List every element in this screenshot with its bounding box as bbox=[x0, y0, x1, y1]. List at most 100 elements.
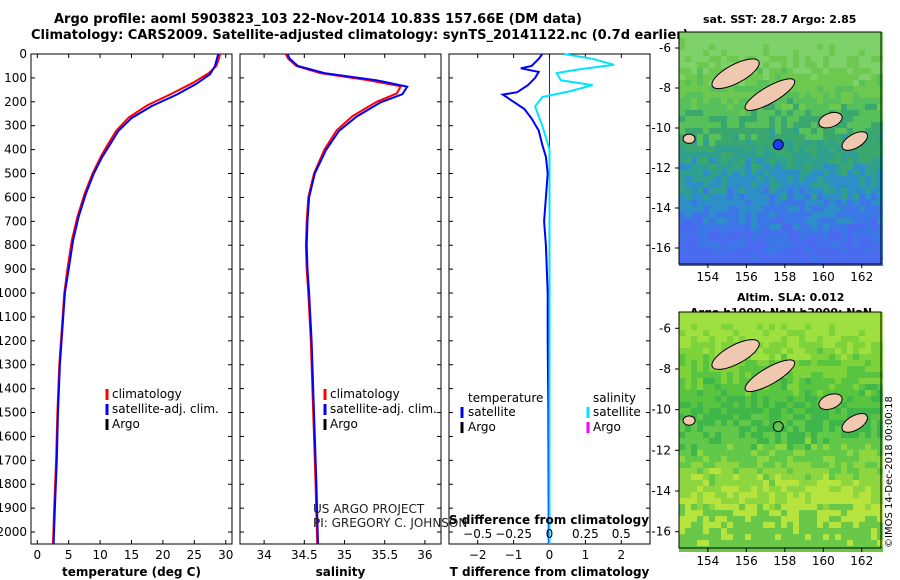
map-cell bbox=[781, 218, 787, 224]
map-cell bbox=[829, 212, 835, 218]
map-cell bbox=[757, 164, 763, 170]
map-cell bbox=[703, 342, 709, 348]
map-cell bbox=[739, 50, 745, 56]
map-cell bbox=[853, 378, 859, 384]
map-cell bbox=[715, 218, 721, 224]
map-cell bbox=[679, 372, 685, 378]
map-cell bbox=[859, 44, 865, 50]
map-cell bbox=[685, 86, 691, 92]
map-cell bbox=[787, 450, 793, 456]
map-frame bbox=[678, 31, 882, 265]
map-cell bbox=[823, 224, 829, 230]
map-cell bbox=[871, 164, 877, 170]
map-cell bbox=[679, 498, 685, 504]
map-cell bbox=[679, 206, 685, 212]
map-cell bbox=[799, 158, 805, 164]
map-cell bbox=[811, 522, 817, 528]
map-cell bbox=[787, 248, 793, 254]
map-cell bbox=[739, 444, 745, 450]
map-cell bbox=[727, 56, 733, 62]
map-cell bbox=[691, 438, 697, 444]
map-cell bbox=[763, 116, 769, 122]
map-cell bbox=[709, 188, 715, 194]
map-cell bbox=[793, 390, 799, 396]
map-cell bbox=[853, 504, 859, 510]
map-cell bbox=[685, 396, 691, 402]
map-cell bbox=[739, 98, 745, 104]
map-cell bbox=[805, 242, 811, 248]
map-cell bbox=[739, 248, 745, 254]
map-cell bbox=[877, 408, 883, 414]
x-tick-label: −2 bbox=[469, 548, 487, 562]
map-cell bbox=[787, 62, 793, 68]
map-cell bbox=[859, 474, 865, 480]
map-cell bbox=[817, 474, 823, 480]
map-cell bbox=[715, 534, 721, 540]
map-cell bbox=[745, 414, 751, 420]
map-cell bbox=[751, 414, 757, 420]
map-cell bbox=[811, 366, 817, 372]
map-cell bbox=[721, 194, 727, 200]
map-cell bbox=[679, 396, 685, 402]
map-cell bbox=[751, 38, 757, 44]
map-cell bbox=[829, 68, 835, 74]
map-cell bbox=[691, 354, 697, 360]
map-cell bbox=[823, 474, 829, 480]
map-cell bbox=[853, 384, 859, 390]
map-cell bbox=[787, 242, 793, 248]
map-cell bbox=[751, 360, 757, 366]
map-cell bbox=[781, 164, 787, 170]
map-cell bbox=[823, 248, 829, 254]
map-cell bbox=[679, 366, 685, 372]
map-cell bbox=[787, 372, 793, 378]
map-cell bbox=[733, 432, 739, 438]
map-cell bbox=[733, 402, 739, 408]
map-cell bbox=[829, 98, 835, 104]
map-cell bbox=[703, 360, 709, 366]
map-cell bbox=[871, 330, 877, 336]
map-cell bbox=[787, 110, 793, 116]
map-cell bbox=[853, 546, 859, 552]
map-x-tick-label: 162 bbox=[850, 270, 873, 284]
map-cell bbox=[811, 206, 817, 212]
map-cell bbox=[745, 230, 751, 236]
map-cell bbox=[793, 468, 799, 474]
map-cell bbox=[877, 146, 883, 152]
map-cell bbox=[847, 236, 853, 242]
map-cell bbox=[853, 528, 859, 534]
map-cell bbox=[799, 212, 805, 218]
map-cell bbox=[835, 80, 841, 86]
map-cell bbox=[685, 366, 691, 372]
map-cell bbox=[823, 438, 829, 444]
map-cell bbox=[715, 510, 721, 516]
y-tick-label: 400 bbox=[4, 143, 27, 157]
map-cell bbox=[799, 248, 805, 254]
map-cell bbox=[811, 318, 817, 324]
map-cell bbox=[769, 336, 775, 342]
map-cell bbox=[781, 498, 787, 504]
map-cell bbox=[799, 50, 805, 56]
map-cell bbox=[757, 420, 763, 426]
map-cell bbox=[811, 50, 817, 56]
map-cell bbox=[793, 498, 799, 504]
map-cell bbox=[703, 474, 709, 480]
map-cell bbox=[739, 486, 745, 492]
map-cell bbox=[841, 528, 847, 534]
map-cell bbox=[841, 68, 847, 74]
map-cell bbox=[679, 146, 685, 152]
map-cell bbox=[709, 342, 715, 348]
map-cell bbox=[787, 438, 793, 444]
map-cell bbox=[763, 218, 769, 224]
map-cell bbox=[829, 504, 835, 510]
map-cell bbox=[763, 492, 769, 498]
map-cell bbox=[853, 474, 859, 480]
map-cell bbox=[733, 408, 739, 414]
map-cell bbox=[733, 366, 739, 372]
map-cell bbox=[817, 134, 823, 140]
map-cell bbox=[679, 510, 685, 516]
map-cell bbox=[841, 534, 847, 540]
map-cell bbox=[805, 230, 811, 236]
map-cell bbox=[697, 318, 703, 324]
map-cell bbox=[763, 110, 769, 116]
map-cell bbox=[877, 134, 883, 140]
